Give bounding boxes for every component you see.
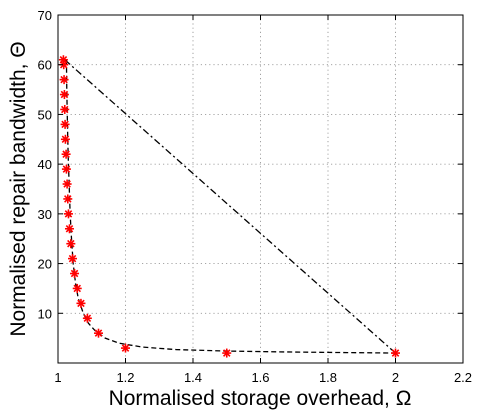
y-tick-label: 60 xyxy=(38,58,52,73)
x-tick-label: 1.2 xyxy=(116,370,134,385)
data-point xyxy=(68,254,78,264)
y-tick-label: 10 xyxy=(38,306,52,321)
data-point xyxy=(94,328,103,338)
x-axis-label: Normalised storage overhead, Ω xyxy=(109,387,412,410)
data-point xyxy=(64,224,74,234)
dashdot-line xyxy=(64,59,396,354)
grid xyxy=(58,15,463,363)
data-point xyxy=(72,283,82,293)
data-point xyxy=(59,75,69,85)
data-point xyxy=(391,348,400,358)
y-tick-label: 30 xyxy=(38,207,52,222)
data-point xyxy=(60,119,70,129)
data-point xyxy=(222,348,232,358)
y-tick-label: 70 xyxy=(38,8,52,23)
x-tick-label: 2.2 xyxy=(454,370,472,385)
data-point xyxy=(76,298,86,308)
data-point xyxy=(82,313,92,323)
y-tick-label: 20 xyxy=(38,257,52,272)
x-tick-label: 2 xyxy=(392,370,399,385)
data-point xyxy=(121,343,130,353)
plot-area xyxy=(58,55,400,358)
data-point xyxy=(60,134,70,144)
y-tick-label: 40 xyxy=(38,157,52,172)
axes-frame xyxy=(57,14,464,364)
data-point xyxy=(62,179,72,189)
data-point xyxy=(61,164,71,174)
data-point xyxy=(63,194,73,204)
x-tick-label: 1.8 xyxy=(319,370,337,385)
y-tick-label: 50 xyxy=(38,107,52,122)
data-point xyxy=(70,269,80,279)
data-point xyxy=(60,104,70,114)
x-tick-label: 1.6 xyxy=(251,370,269,385)
dashed-curve xyxy=(65,59,396,354)
data-point xyxy=(66,239,76,249)
data-point xyxy=(61,149,71,159)
x-tick-label: 1 xyxy=(54,370,61,385)
ticks: 1 1.2 1.4 1.6 1.8 2 2.2 10 20 30 40 50 60 70 xyxy=(38,8,473,385)
data-point xyxy=(59,60,69,70)
data-point xyxy=(63,209,73,219)
y-axis-label: Normalised repair bandwidth, Θ xyxy=(7,41,30,336)
x-tick-label: 1.4 xyxy=(184,370,202,385)
data-point xyxy=(59,90,69,100)
